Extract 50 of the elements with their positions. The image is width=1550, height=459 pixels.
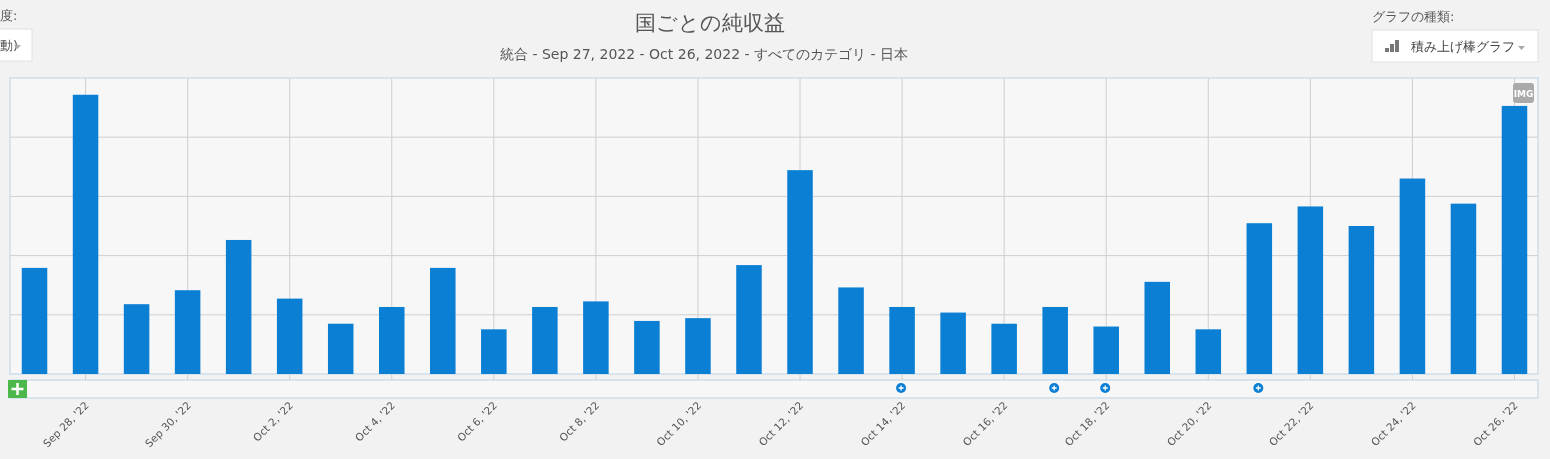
text: グラフの種類:	[1372, 9, 1455, 24]
x-tick-label: Oct 12, '22	[756, 398, 806, 449]
x-tick-label: Oct 16, '22	[960, 398, 1010, 449]
bar	[532, 306, 558, 374]
chart-title: 国ごとの純収益	[635, 11, 785, 35]
x-tick-label: Sep 28, '22	[40, 398, 91, 450]
bar	[940, 312, 966, 374]
text: 積み上げ棒グラフ	[1411, 39, 1515, 54]
x-tick-label: Sep 30, '22	[142, 398, 194, 450]
bar	[430, 267, 456, 374]
bar	[1450, 203, 1477, 374]
x-tick-label: Oct 22, '22	[1266, 398, 1316, 449]
x-tick-label: Oct 14, '22	[858, 398, 908, 449]
bar	[838, 287, 864, 374]
x-tick-label: Oct 10, '22	[654, 398, 704, 449]
bar	[1093, 326, 1119, 374]
bar	[21, 267, 48, 374]
bar	[787, 170, 813, 374]
bar	[481, 329, 507, 374]
x-tick-label: Oct 8, '22	[556, 398, 602, 444]
bar	[225, 239, 252, 374]
bar	[889, 306, 915, 374]
x-tick-label: Oct 18, '22	[1062, 398, 1112, 449]
x-tick-label: Oct 20, '22	[1164, 398, 1214, 449]
annotation: IMG	[1513, 89, 1534, 99]
bar	[736, 265, 762, 374]
x-tick-label: Oct 4, '22	[352, 398, 398, 444]
bar	[1144, 281, 1171, 374]
bar	[1297, 206, 1324, 374]
bar	[1399, 178, 1426, 374]
x-tick-label: Oct 2, '22	[250, 398, 296, 444]
chart-subtitle: 統合 - Sep 27, 2022 - Oct 26, 2022 - すべてのカテゴリ - 日本	[500, 46, 908, 62]
bar	[1195, 329, 1222, 374]
x-tick-label: Oct 6, '22	[454, 398, 500, 444]
bar	[634, 320, 660, 374]
bar	[1042, 306, 1068, 374]
bar	[583, 301, 609, 374]
bar	[1348, 226, 1375, 374]
bar	[685, 318, 711, 374]
text: 度:	[0, 8, 18, 23]
x-tick-label: Oct 26, '22	[1470, 398, 1520, 449]
bar	[123, 304, 150, 374]
bar	[1246, 223, 1273, 374]
bar	[174, 290, 201, 374]
bar	[991, 323, 1017, 374]
bar	[378, 306, 405, 374]
x-tick-label: Oct 24, '22	[1368, 398, 1418, 449]
bar	[276, 298, 303, 374]
bar	[72, 94, 99, 374]
bar	[327, 323, 354, 374]
